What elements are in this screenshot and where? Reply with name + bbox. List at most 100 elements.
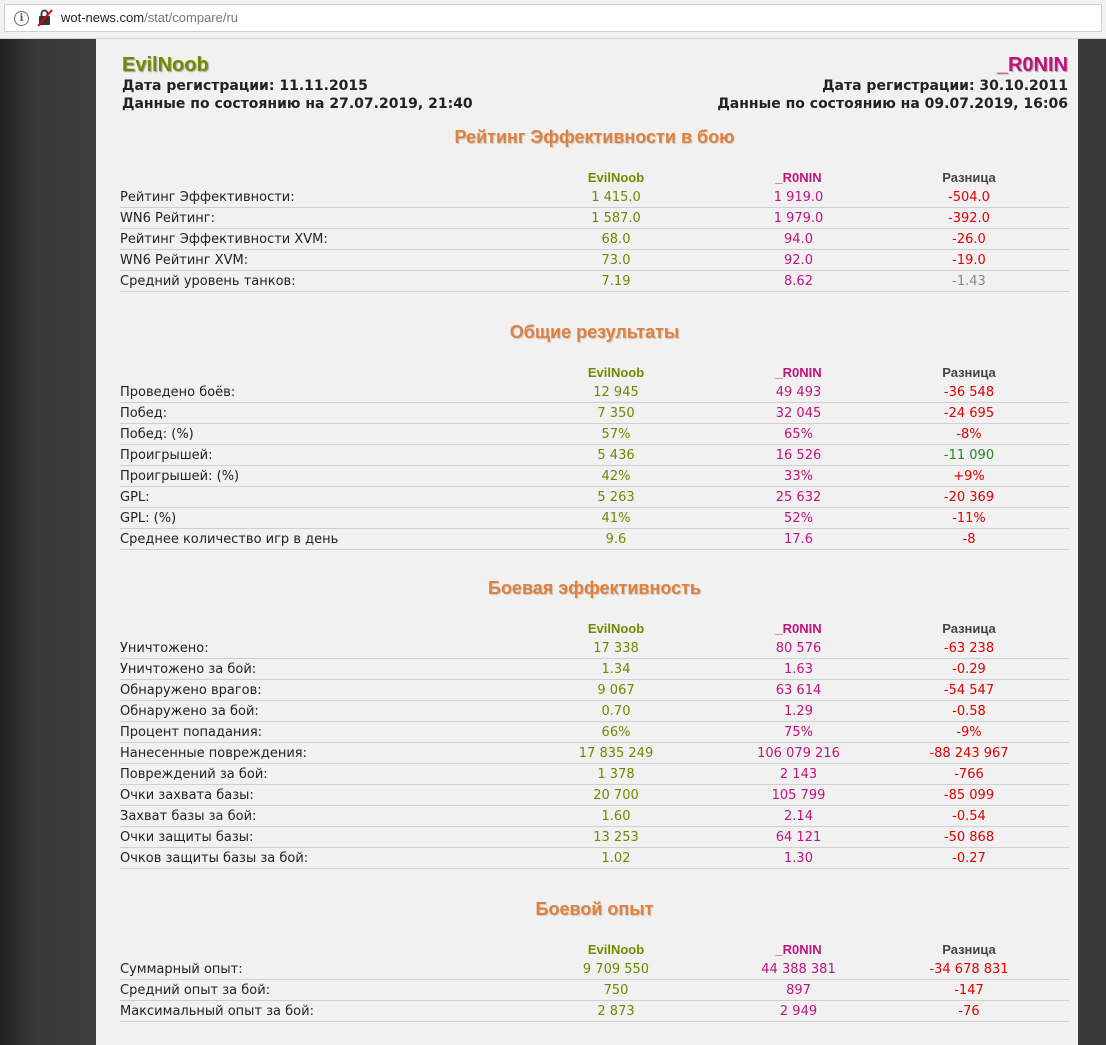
player1-value: 0.70 (504, 700, 728, 722)
stat-label: GPL: (%) (120, 507, 504, 529)
table-row: Уничтожено за бой: 1.34 1.63 -0.29 (120, 658, 1069, 680)
header-difference: Разница (942, 169, 996, 185)
player2-value: 75% (728, 721, 869, 743)
difference-value: -54 547 (869, 679, 1069, 701)
table-row: Захват базы за бой: 1.60 2.14 -0.54 (120, 805, 1069, 827)
header-label (120, 618, 504, 638)
header-player1: EvilNoob (587, 620, 645, 636)
section-efficiency-rating: Рейтинг Эффективности в бою EvilNoob _R0N… (120, 125, 1069, 292)
player1-value: 73.0 (504, 249, 728, 271)
url-text[interactable]: wot-news.com/stat/compare/ru (61, 10, 238, 26)
address-bar[interactable]: i wot-news.com/stat/compare/ru (4, 4, 1102, 32)
player1-value: 750 (504, 979, 728, 1001)
difference-value: -24 695 (869, 402, 1069, 424)
player2-header: _R0NIN Дата регистрации: 30.10.2011 Данн… (717, 53, 1068, 113)
player2-value: 80 576 (728, 638, 869, 659)
player1-data-date: Данные по состоянию на 27.07.2019, 21:40 (122, 96, 473, 112)
difference-value: -392.0 (869, 207, 1069, 229)
table-row: Побед: 7 350 32 045 -24 695 (120, 402, 1069, 424)
stat-label: Проигрышей: (%) (120, 465, 504, 487)
player1-value: 1 415.0 (504, 187, 728, 208)
stat-label: GPL: (120, 486, 504, 508)
url-path: /stat/compare/ru (144, 10, 239, 25)
player2-value: 1 919.0 (728, 187, 869, 208)
table-row: Суммарный опыт: 9 709 550 44 388 381 -34 67… (120, 959, 1069, 980)
url-domain: wot-news.com (61, 10, 145, 25)
player2-value: 1.30 (728, 847, 869, 869)
player2-value: 1.63 (728, 658, 869, 680)
player2-value: 2 949 (728, 1000, 869, 1022)
player1-value: 68.0 (504, 228, 728, 250)
difference-value: -85 099 (869, 784, 1069, 806)
header-player2: _R0NIN (775, 941, 822, 957)
stat-label: Проигрышей: (120, 444, 504, 466)
player1-value: 5 263 (504, 486, 728, 508)
stat-label: Рейтинг Эффективности XVM: (120, 228, 504, 250)
table-row: Среднее количество игр в день 9.6 17.6 -8 (120, 528, 1069, 550)
insecure-lock-icon[interactable] (37, 9, 53, 27)
table-row: WN6 Рейтинг XVM: 73.0 92.0 -19.0 (120, 249, 1069, 271)
browser-toolbar: i wot-news.com/stat/compare/ru (0, 0, 1106, 39)
header-label (120, 167, 504, 187)
table-row: GPL: 5 263 25 632 -20 369 (120, 486, 1069, 508)
table-row: Очки защиты базы: 13 253 64 121 -50 868 (120, 826, 1069, 848)
stat-label: Уничтожено: (120, 638, 504, 659)
player2-value: 92.0 (728, 249, 869, 271)
player1-value: 7.19 (504, 270, 728, 292)
stat-label: Побед: (120, 402, 504, 424)
player1-value: 1 378 (504, 763, 728, 785)
player2-value: 897 (728, 979, 869, 1001)
difference-value: -63 238 (869, 638, 1069, 659)
difference-value: -504.0 (869, 187, 1069, 208)
player2-value: 8.62 (728, 270, 869, 292)
stat-label: Обнаружено за бой: (120, 700, 504, 722)
difference-value: -0.29 (869, 658, 1069, 680)
difference-value: -19.0 (869, 249, 1069, 271)
player2-value: 52% (728, 507, 869, 529)
player2-value: 16 526 (728, 444, 869, 466)
table-row: Уничтожено: 17 338 80 576 -63 238 (120, 638, 1069, 659)
stat-label: Максимальный опыт за бой: (120, 1000, 504, 1022)
stat-label: Обнаружено врагов: (120, 679, 504, 701)
stats-table: EvilNoob _R0NIN Разница Суммарный опыт: 9 70… (120, 939, 1069, 1022)
header-player2: _R0NIN (775, 169, 822, 185)
player2-value: 25 632 (728, 486, 869, 508)
player2-value: 1.29 (728, 700, 869, 722)
stat-label: Нанесенные повреждения: (120, 742, 504, 764)
left-background (0, 39, 96, 1045)
player1-value: 1.02 (504, 847, 728, 869)
header-label (120, 939, 504, 959)
player1-value: 41% (504, 507, 728, 529)
player1-value: 7 350 (504, 402, 728, 424)
difference-value: -76 (869, 1000, 1069, 1022)
table-header-row: EvilNoob _R0NIN Разница (120, 167, 1069, 187)
difference-value: -0.27 (869, 847, 1069, 869)
stats-table: EvilNoob _R0NIN Разница Уничтожено: 17 338 80… (120, 618, 1069, 869)
player1-value: 1 587.0 (504, 207, 728, 229)
section-title: Боевая эффективность (488, 578, 701, 598)
info-icon[interactable]: i (14, 11, 29, 26)
player1-header: EvilNoob Дата регистрации: 11.11.2015 Да… (122, 53, 473, 113)
player1-value: 2 873 (504, 1000, 728, 1022)
player1-value: 13 253 (504, 826, 728, 848)
player2-registration: Дата регистрации: 30.10.2011 (822, 78, 1068, 94)
table-row: Средний уровень танков: 7.19 8.62 -1.43 (120, 270, 1069, 292)
difference-value: -1.43 (869, 270, 1069, 292)
difference-value: -36 548 (869, 382, 1069, 403)
table-row: GPL: (%) 41% 52% -11% (120, 507, 1069, 529)
section-combat-efficiency: Боевая эффективность EvilNoob _R0NIN Разни… (120, 576, 1069, 869)
difference-value: -20 369 (869, 486, 1069, 508)
stat-label: WN6 Рейтинг: (120, 207, 504, 229)
right-background (1078, 39, 1106, 1045)
table-row: Проигрышей: (%) 42% 33% +9% (120, 465, 1069, 487)
player2-value: 49 493 (728, 382, 869, 403)
difference-value: -11 090 (869, 444, 1069, 466)
player1-value: 66% (504, 721, 728, 743)
table-row: Обнаружено врагов: 9 067 63 614 -54 547 (120, 679, 1069, 701)
table-row: Нанесенные повреждения: 17 835 249 106 079… (120, 742, 1069, 764)
player1-value: 17 338 (504, 638, 728, 659)
table-header-row: EvilNoob _R0NIN Разница (120, 939, 1069, 959)
table-row: Проигрышей: 5 436 16 526 -11 090 (120, 444, 1069, 466)
player2-value: 33% (728, 465, 869, 487)
table-row: Процент попадания: 66% 75% -9% (120, 721, 1069, 743)
